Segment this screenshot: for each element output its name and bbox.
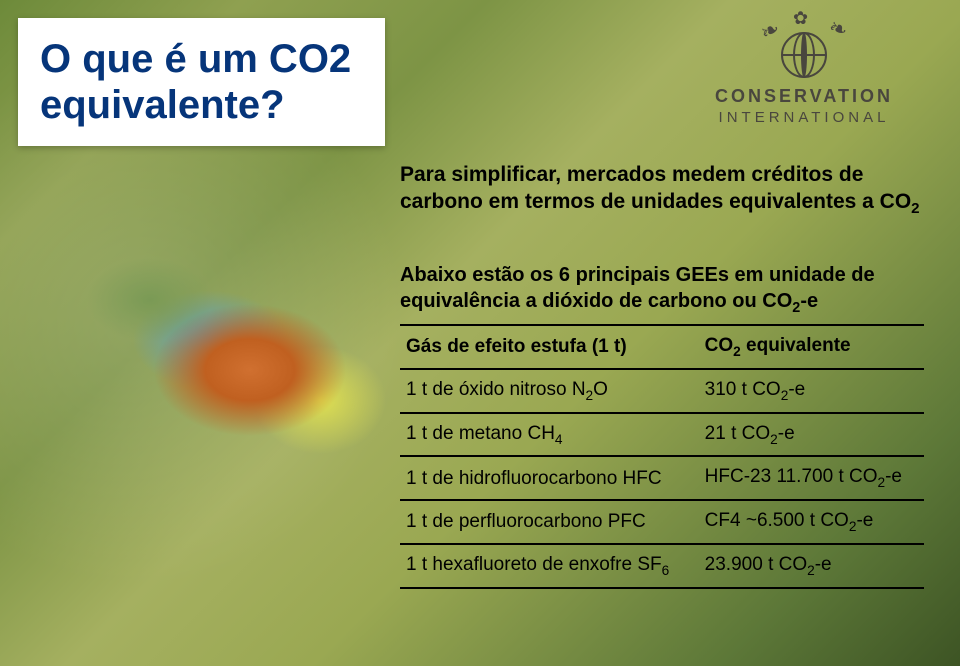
cell-gas: 1 t de perfluorocarbono PFC — [400, 500, 699, 544]
cell-equiv: 310 t CO2-e — [699, 369, 924, 413]
table-row: 1 t hexafluoreto de enxofre SF6 23.900 t… — [400, 544, 924, 588]
cell-equiv: 23.900 t CO2-e — [699, 544, 924, 588]
subtitle: Para simplificar, mercados medem crédito… — [400, 162, 924, 218]
table-row: 1 t de perfluorocarbono PFC CF4 ~6.500 t… — [400, 500, 924, 544]
cell-equiv: HFC-23 11.700 t CO2-e — [699, 456, 924, 500]
logo-text-2: INTERNATIONAL — [684, 109, 924, 126]
title-box: O que é um CO2 equivalente? — [18, 18, 385, 146]
table-row: 1 t de óxido nitroso N2O 310 t CO2-e — [400, 369, 924, 413]
cell-gas: 1 t de óxido nitroso N2O — [400, 369, 699, 413]
cell-equiv: 21 t CO2-e — [699, 413, 924, 457]
logo: ❧ ❧ ✿ CONSERVATION INTERNATIONAL — [684, 22, 924, 126]
cell-gas: 1 t hexafluoreto de enxofre SF6 — [400, 544, 699, 588]
gee-table: Gás de efeito estufa (1 t) CO2 equivalen… — [400, 324, 924, 589]
cell-gas: 1 t de hidrofluorocarbono HFC — [400, 456, 699, 500]
col-header-gas: Gás de efeito estufa (1 t) — [400, 325, 699, 369]
page-title: O que é um CO2 equivalente? — [40, 36, 351, 128]
leaf-icon: ✿ — [793, 8, 808, 29]
gee-table-wrap: Abaixo estão os 6 principais GEEs em uni… — [400, 262, 924, 589]
cell-equiv: CF4 ~6.500 t CO2-e — [699, 500, 924, 544]
cell-gas: 1 t de metano CH4 — [400, 413, 699, 457]
table-row: 1 t de metano CH4 21 t CO2-e — [400, 413, 924, 457]
table-header-row: Gás de efeito estufa (1 t) CO2 equivalen… — [400, 325, 924, 369]
logo-globe-icon: ❧ ❧ ✿ — [765, 22, 843, 82]
title-line1: O que é um CO2 — [40, 37, 351, 81]
title-line2: equivalente? — [40, 83, 285, 127]
globe-icon — [781, 32, 827, 78]
table-row: 1 t de hidrofluorocarbono HFC HFC-23 11.… — [400, 456, 924, 500]
table-caption: Abaixo estão os 6 principais GEEs em uni… — [400, 262, 924, 318]
table-body: 1 t de óxido nitroso N2O 310 t CO2-e 1 t… — [400, 369, 924, 589]
col-header-equiv: CO2 equivalente — [699, 325, 924, 369]
logo-text-1: CONSERVATION — [684, 86, 924, 107]
